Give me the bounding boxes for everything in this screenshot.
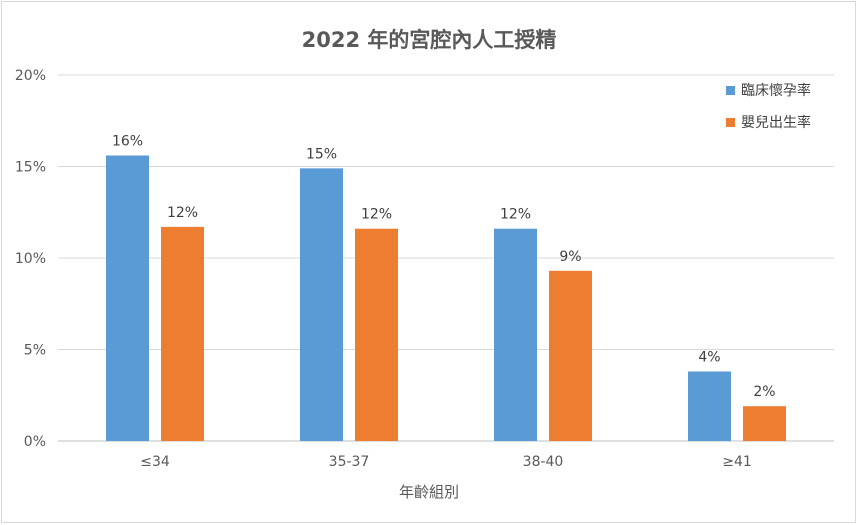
bar: [743, 406, 786, 441]
legend-item-live-birth: 嬰兒出生率: [726, 112, 811, 132]
bar: [161, 226, 204, 441]
data-label: 9%: [559, 249, 581, 265]
x-tick-label: ≥41: [722, 454, 752, 470]
bar: [355, 228, 398, 441]
bar: [494, 228, 537, 441]
x-tick-label: 35-37: [329, 454, 370, 470]
y-tick-label: 10%: [15, 251, 46, 267]
x-tick-label: 38-40: [523, 454, 564, 470]
legend-swatch: [726, 117, 735, 127]
y-tick-label: 15%: [15, 160, 46, 176]
legend-item-clinical-pregnancy: 臨床懷孕率: [726, 80, 811, 100]
legend-label: 臨床懷孕率: [741, 83, 811, 99]
y-tick-label: 20%: [15, 68, 46, 84]
bar: [300, 168, 343, 441]
x-axis-title: 年齡組別: [398, 483, 459, 501]
data-label: 12%: [361, 207, 392, 223]
data-label: 16%: [112, 134, 143, 150]
x-tick-label: ≤34: [140, 454, 170, 470]
data-label: 12%: [167, 205, 198, 221]
legend-swatch: [726, 85, 735, 95]
bar: [549, 270, 592, 441]
chart-legend: 臨床懷孕率 嬰兒出生率: [726, 80, 811, 144]
data-label: 12%: [500, 207, 531, 223]
chart-title: 2022 年的宮腔內人工授精: [301, 28, 557, 52]
legend-label: 嬰兒出生率: [741, 115, 811, 131]
y-tick-label: 0%: [24, 434, 46, 450]
bar: [106, 155, 149, 441]
data-label: 15%: [306, 146, 337, 162]
data-label: 4%: [698, 349, 720, 365]
bar: [688, 371, 731, 441]
data-label: 2%: [753, 384, 775, 400]
y-tick-label: 5%: [24, 343, 46, 359]
